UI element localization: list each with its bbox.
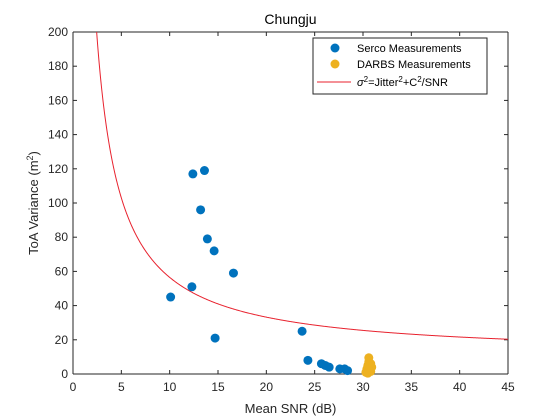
serco-point xyxy=(228,268,238,278)
y-tick-label: 160 xyxy=(48,93,68,107)
y-axis-title-text: ToA Variance (m xyxy=(26,160,41,254)
x-tick-label: 30 xyxy=(356,380,370,394)
serco-point xyxy=(188,169,198,179)
legend-marker-serco xyxy=(330,43,340,53)
serco-point xyxy=(210,333,220,343)
serco-point xyxy=(297,326,307,336)
legend-curve-snr: /SNR xyxy=(422,77,448,89)
serco-point xyxy=(324,362,334,372)
serco-point xyxy=(303,355,313,365)
y-axis-title-exponent: 2 xyxy=(25,155,35,160)
x-tick-label: 25 xyxy=(308,380,322,394)
legend: Serco Measurements DARBS Measurements σ2… xyxy=(312,37,488,95)
legend-curve-sigma: σ xyxy=(357,77,364,89)
serco-point xyxy=(166,292,176,302)
y-tick-label: 40 xyxy=(55,299,69,313)
model-curve-line xyxy=(96,31,508,340)
y-tick-label: 140 xyxy=(48,128,68,142)
serco-point xyxy=(199,166,209,176)
x-tick-label: 45 xyxy=(501,380,515,394)
legend-curve-jitter: =Jitter xyxy=(368,77,399,89)
legend-box xyxy=(312,37,488,95)
serco-point xyxy=(343,366,353,376)
darbs-series xyxy=(361,353,377,378)
legend-label-curve: σ2=Jitter2+C2/SNR xyxy=(357,75,448,89)
darbs-point xyxy=(366,366,376,376)
legend-curve-c: +C xyxy=(403,77,417,89)
x-tick-label: 40 xyxy=(453,380,467,394)
legend-label-serco: Serco Measurements xyxy=(357,43,462,55)
y-axis-title: ToA Variance (m2) xyxy=(25,151,41,255)
y-tick-label: 100 xyxy=(48,196,68,210)
y-tick-label: 200 xyxy=(48,25,68,39)
serco-point xyxy=(202,234,212,244)
y-tick-label: 120 xyxy=(48,162,68,176)
y-tick-label: 60 xyxy=(55,264,69,278)
x-ticks: 0 5 10 15 20 25 30 35 40 45 xyxy=(70,32,515,394)
y-tick-label: 80 xyxy=(55,230,69,244)
legend-curve-sup-2: 2 xyxy=(398,75,403,84)
y-tick-label: 180 xyxy=(48,59,68,73)
x-tick-label: 10 xyxy=(163,380,177,394)
x-tick-label: 35 xyxy=(405,380,419,394)
y-tick-label: 20 xyxy=(55,333,69,347)
x-tick-label: 20 xyxy=(260,380,274,394)
y-ticks: 0 20 40 60 80 100 120 140 160 180 200 xyxy=(48,25,508,381)
x-tick-label: 15 xyxy=(211,380,225,394)
serco-series xyxy=(166,166,353,376)
x-axis-title: Mean SNR (dB) xyxy=(245,401,337,416)
chart-title: Chungju xyxy=(264,11,316,27)
x-tick-label: 5 xyxy=(118,380,125,394)
legend-label-darbs: DARBS Measurements xyxy=(357,59,471,71)
y-tick-label: 0 xyxy=(61,367,68,381)
x-tick-label: 0 xyxy=(70,380,77,394)
legend-marker-darbs xyxy=(330,59,340,69)
model-curve xyxy=(96,31,508,340)
y-axis-title-close: ) xyxy=(26,151,41,155)
serco-point xyxy=(209,246,219,256)
legend-curve-sup-3: 2 xyxy=(417,75,422,84)
serco-point xyxy=(196,205,206,215)
legend-curve-sup-1: 2 xyxy=(364,75,369,84)
serco-point xyxy=(187,282,197,292)
